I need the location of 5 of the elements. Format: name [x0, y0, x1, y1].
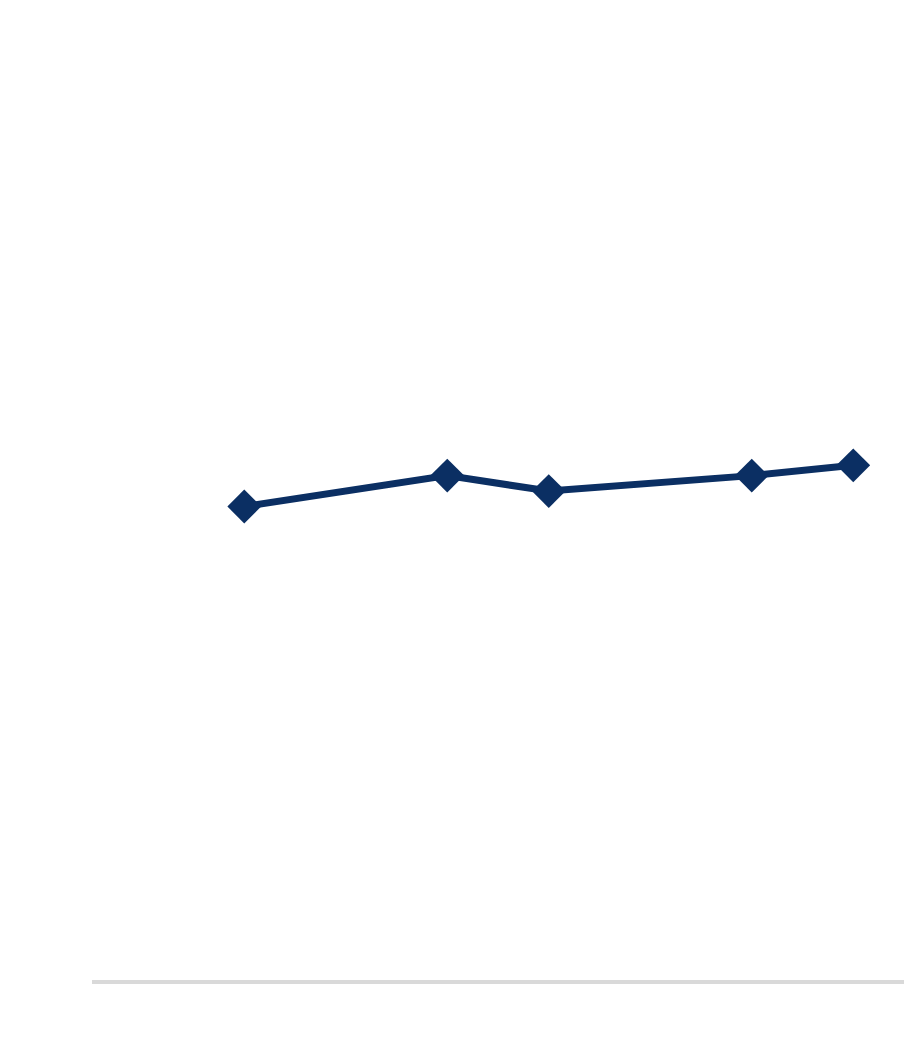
point	[836, 448, 871, 483]
point	[227, 489, 262, 524]
point	[430, 458, 465, 493]
point	[734, 458, 769, 493]
point	[531, 474, 566, 508]
